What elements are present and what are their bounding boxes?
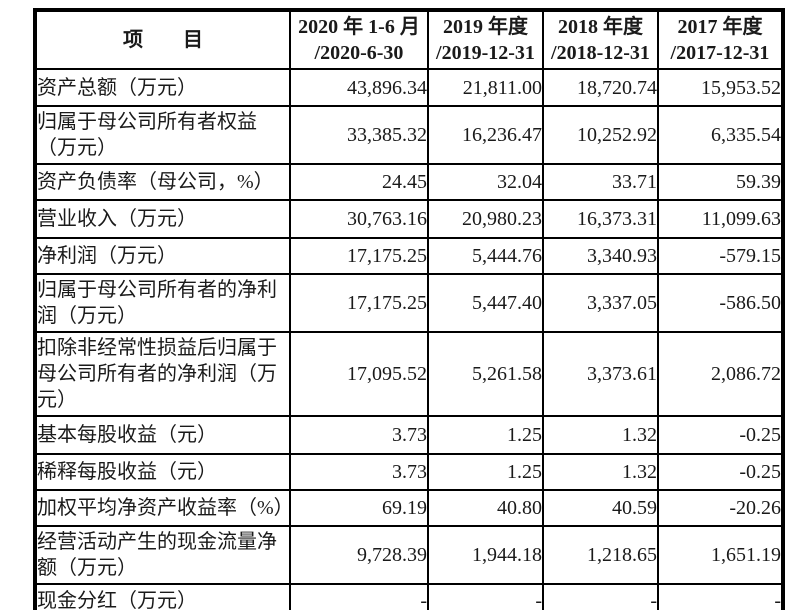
value-cell: -579.15 — [657, 237, 784, 275]
value-cell: 3.73 — [289, 453, 429, 491]
item-label: 资产总额（万元） — [34, 68, 291, 107]
value-cell: 17,175.25 — [289, 273, 429, 333]
value-cell: 1.25 — [427, 415, 544, 455]
table-row-operating-cash-flow: 经营活动产生的现金流量净额（万元） 9,728.39 1,944.18 1,21… — [34, 525, 784, 585]
value-cell: -0.25 — [657, 453, 784, 491]
value-cell: 20,980.23 — [427, 199, 544, 239]
column-header-date: /2017-12-31 — [670, 42, 770, 64]
item-label: 基本每股收益（元） — [34, 415, 291, 455]
value-cell: 16,236.47 — [427, 105, 544, 165]
value-cell: 43,896.34 — [289, 68, 429, 107]
value-cell: - — [542, 583, 659, 610]
column-header-date: /2020-6-30 — [314, 42, 404, 64]
value-cell: 9,728.39 — [289, 525, 429, 585]
value-cell: 59.39 — [657, 163, 784, 201]
table-row-weighted-roe: 加权平均净资产收益率（%） 69.19 40.80 40.59 -20.26 — [34, 489, 784, 527]
value-cell: 40.59 — [542, 489, 659, 527]
value-cell: - — [289, 583, 429, 610]
value-cell: 1,218.65 — [542, 525, 659, 585]
value-cell: 1.32 — [542, 453, 659, 491]
table-row-diluted-eps: 稀释每股收益（元） 3.73 1.25 1.32 -0.25 — [34, 453, 784, 491]
column-header-2017: 2017 年度 /2017-12-31 — [657, 9, 784, 70]
value-cell: 1.25 — [427, 453, 544, 491]
value-cell: 69.19 — [289, 489, 429, 527]
value-cell: 33,385.32 — [289, 105, 429, 165]
value-cell: 24.45 — [289, 163, 429, 201]
value-cell: 3,373.61 — [542, 331, 659, 417]
financial-summary-table: 项 目 2020 年 1-6 月 /2020-6-30 2019 年度 /201… — [33, 8, 785, 610]
value-cell: 32.04 — [427, 163, 544, 201]
value-cell: 30,763.16 — [289, 199, 429, 239]
value-cell: 1,944.18 — [427, 525, 544, 585]
value-cell: - — [657, 583, 784, 610]
item-label: 归属于母公司所有者的净利润（万元） — [34, 273, 291, 333]
table-row-deducted-net-profit: 扣除非经常性损益后归属于母公司所有者的净利润（万元） 17,095.52 5,2… — [34, 331, 784, 417]
table-row-operating-revenue: 营业收入（万元） 30,763.16 20,980.23 16,373.31 1… — [34, 199, 784, 239]
value-cell: 33.71 — [542, 163, 659, 201]
value-cell: 16,373.31 — [542, 199, 659, 239]
column-header-item: 项 目 — [34, 9, 291, 70]
column-header-date: /2018-12-31 — [551, 42, 650, 64]
column-header-2020: 2020 年 1-6 月 /2020-6-30 — [289, 9, 429, 70]
value-cell: 17,175.25 — [289, 237, 429, 275]
value-cell: -0.25 — [657, 415, 784, 455]
item-label: 现金分红（万元） — [34, 583, 291, 610]
value-cell: 1.32 — [542, 415, 659, 455]
item-label: 归属于母公司所有者权益（万元） — [34, 105, 291, 165]
value-cell: 5,444.76 — [427, 237, 544, 275]
value-cell: 11,099.63 — [657, 199, 784, 239]
value-cell: 2,086.72 — [657, 331, 784, 417]
item-label: 营业收入（万元） — [34, 199, 291, 239]
column-header-2018: 2018 年度 /2018-12-31 — [542, 9, 659, 70]
value-cell: 3,340.93 — [542, 237, 659, 275]
value-cell: 5,447.40 — [427, 273, 544, 333]
item-label: 加权平均净资产收益率（%） — [34, 489, 291, 527]
value-cell: - — [427, 583, 544, 610]
table-row-cash-dividend: 现金分红（万元） - - - - — [34, 583, 784, 610]
column-header-period: 2018 年度 — [558, 16, 643, 38]
column-header-period: 2019 年度 — [443, 16, 528, 38]
item-label: 净利润（万元） — [34, 237, 291, 275]
column-header-period: 2020 年 1-6 月 — [298, 16, 420, 38]
value-cell: -20.26 — [657, 489, 784, 527]
item-label: 稀释每股收益（元） — [34, 453, 291, 491]
column-header-date: /2019-12-31 — [436, 42, 535, 64]
header-row: 项 目 2020 年 1-6 月 /2020-6-30 2019 年度 /201… — [34, 9, 784, 70]
value-cell: 10,252.92 — [542, 105, 659, 165]
value-cell: 5,261.58 — [427, 331, 544, 417]
item-label: 扣除非经常性损益后归属于母公司所有者的净利润（万元） — [34, 331, 291, 417]
value-cell: 18,720.74 — [542, 68, 659, 107]
table-row-parent-equity: 归属于母公司所有者权益（万元） 33,385.32 16,236.47 10,2… — [34, 105, 784, 165]
value-cell: 40.80 — [427, 489, 544, 527]
table-row-net-profit: 净利润（万元） 17,175.25 5,444.76 3,340.93 -579… — [34, 237, 784, 275]
value-cell: 17,095.52 — [289, 331, 429, 417]
value-cell: 1,651.19 — [657, 525, 784, 585]
value-cell: 3,337.05 — [542, 273, 659, 333]
table-row-debt-ratio: 资产负债率（母公司，%） 24.45 32.04 33.71 59.39 — [34, 163, 784, 201]
table-row-total-assets: 资产总额（万元） 43,896.34 21,811.00 18,720.74 1… — [34, 68, 784, 107]
item-label: 经营活动产生的现金流量净额（万元） — [34, 525, 291, 585]
table-row-basic-eps: 基本每股收益（元） 3.73 1.25 1.32 -0.25 — [34, 415, 784, 455]
item-label: 资产负债率（母公司，%） — [34, 163, 291, 201]
value-cell: 21,811.00 — [427, 68, 544, 107]
value-cell: 15,953.52 — [657, 68, 784, 107]
table-row-parent-net-profit: 归属于母公司所有者的净利润（万元） 17,175.25 5,447.40 3,3… — [34, 273, 784, 333]
column-header-2019: 2019 年度 /2019-12-31 — [427, 9, 544, 70]
value-cell: 3.73 — [289, 415, 429, 455]
value-cell: 6,335.54 — [657, 105, 784, 165]
column-header-period: 2017 年度 — [677, 16, 763, 38]
value-cell: -586.50 — [657, 273, 784, 333]
